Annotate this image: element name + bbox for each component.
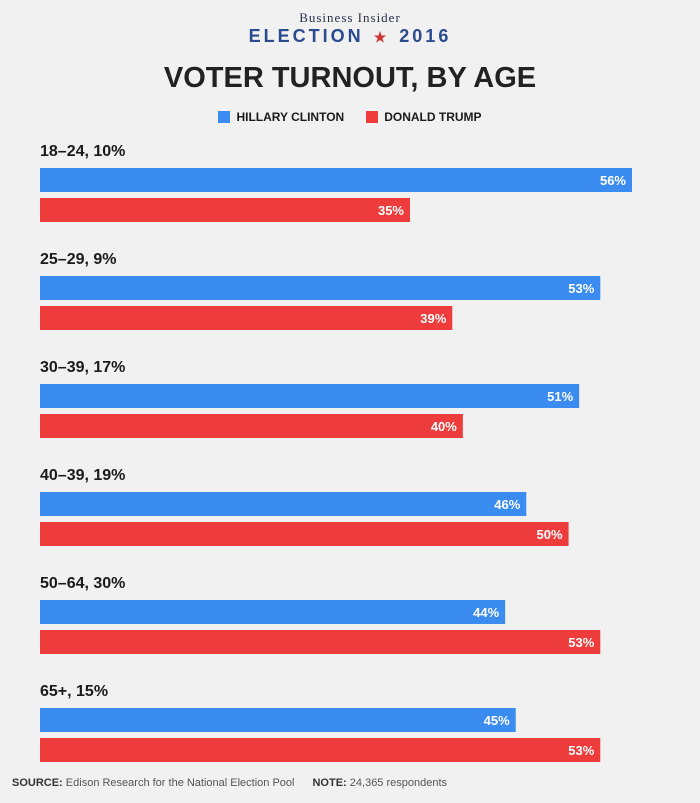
category-label: 50–64, 30% bbox=[40, 575, 125, 592]
chart-legend: HILLARY CLINTON DONALD TRUMP bbox=[0, 110, 700, 124]
legend-label-clinton: HILLARY CLINTON bbox=[236, 110, 345, 124]
bar-clinton bbox=[40, 276, 601, 300]
bar-value-label: 50% bbox=[537, 527, 563, 542]
bar-clinton bbox=[40, 600, 506, 624]
respondent-note: NOTE: 24,365 respondents bbox=[312, 777, 447, 789]
brand-election-word: ELECTION bbox=[248, 26, 364, 46]
bar-value-label: 51% bbox=[547, 389, 573, 404]
bar-trump bbox=[40, 522, 569, 546]
bar-trump bbox=[40, 630, 601, 654]
bar-trump bbox=[40, 738, 601, 762]
legend-item-trump: DONALD TRUMP bbox=[366, 110, 482, 124]
note-text: 24,365 respondents bbox=[349, 777, 448, 789]
legend-label-trump: DONALD TRUMP bbox=[384, 110, 482, 124]
brand-election: ELECTION ★ 2016 bbox=[0, 26, 700, 47]
brand-name: Business Insider bbox=[299, 10, 401, 25]
legend-swatch-trump bbox=[366, 111, 379, 123]
bar-value-label: 46% bbox=[494, 497, 520, 512]
bar-trump bbox=[40, 414, 463, 438]
brand-election-year: 2016 bbox=[399, 26, 452, 46]
legend-swatch-clinton bbox=[218, 111, 231, 123]
bar-value-label: 45% bbox=[484, 713, 510, 728]
source-label: SOURCE: bbox=[12, 777, 63, 789]
bar-value-label: 53% bbox=[568, 281, 594, 296]
bar-value-label: 39% bbox=[420, 311, 446, 326]
bar-clinton bbox=[40, 168, 632, 192]
bar-value-label: 44% bbox=[473, 605, 499, 620]
bar-clinton bbox=[40, 708, 516, 732]
bar-value-label: 56% bbox=[600, 173, 626, 188]
source-text: Edison Research for the National Electio… bbox=[65, 777, 295, 789]
chart-title: VOTER TURNOUT, BY AGE bbox=[163, 62, 537, 94]
note-label: NOTE: bbox=[312, 777, 347, 789]
bar-trump bbox=[40, 198, 410, 222]
brand-logo: Business Insider ELECTION ★ 2016 bbox=[0, 10, 700, 47]
category-label: 40–39, 19% bbox=[40, 467, 125, 484]
source-note: SOURCE: Edison Research for the National… bbox=[12, 777, 294, 789]
category-label: 18–24, 10% bbox=[40, 143, 125, 160]
bar-value-label: 53% bbox=[568, 635, 594, 650]
category-label: 25–29, 9% bbox=[40, 251, 117, 268]
bar-value-label: 53% bbox=[568, 743, 594, 758]
bar-value-label: 35% bbox=[378, 203, 404, 218]
category-label: 30–39, 17% bbox=[40, 359, 125, 376]
bar-trump bbox=[40, 306, 453, 330]
chart-footer: SOURCE: Edison Research for the National… bbox=[12, 777, 447, 789]
bar-clinton bbox=[40, 384, 580, 408]
category-label: 65+, 15% bbox=[40, 683, 108, 700]
bar-value-label: 40% bbox=[431, 419, 457, 434]
star-icon: ★ bbox=[373, 29, 390, 45]
bar-clinton bbox=[40, 492, 527, 516]
legend-item-clinton: HILLARY CLINTON bbox=[218, 110, 344, 124]
